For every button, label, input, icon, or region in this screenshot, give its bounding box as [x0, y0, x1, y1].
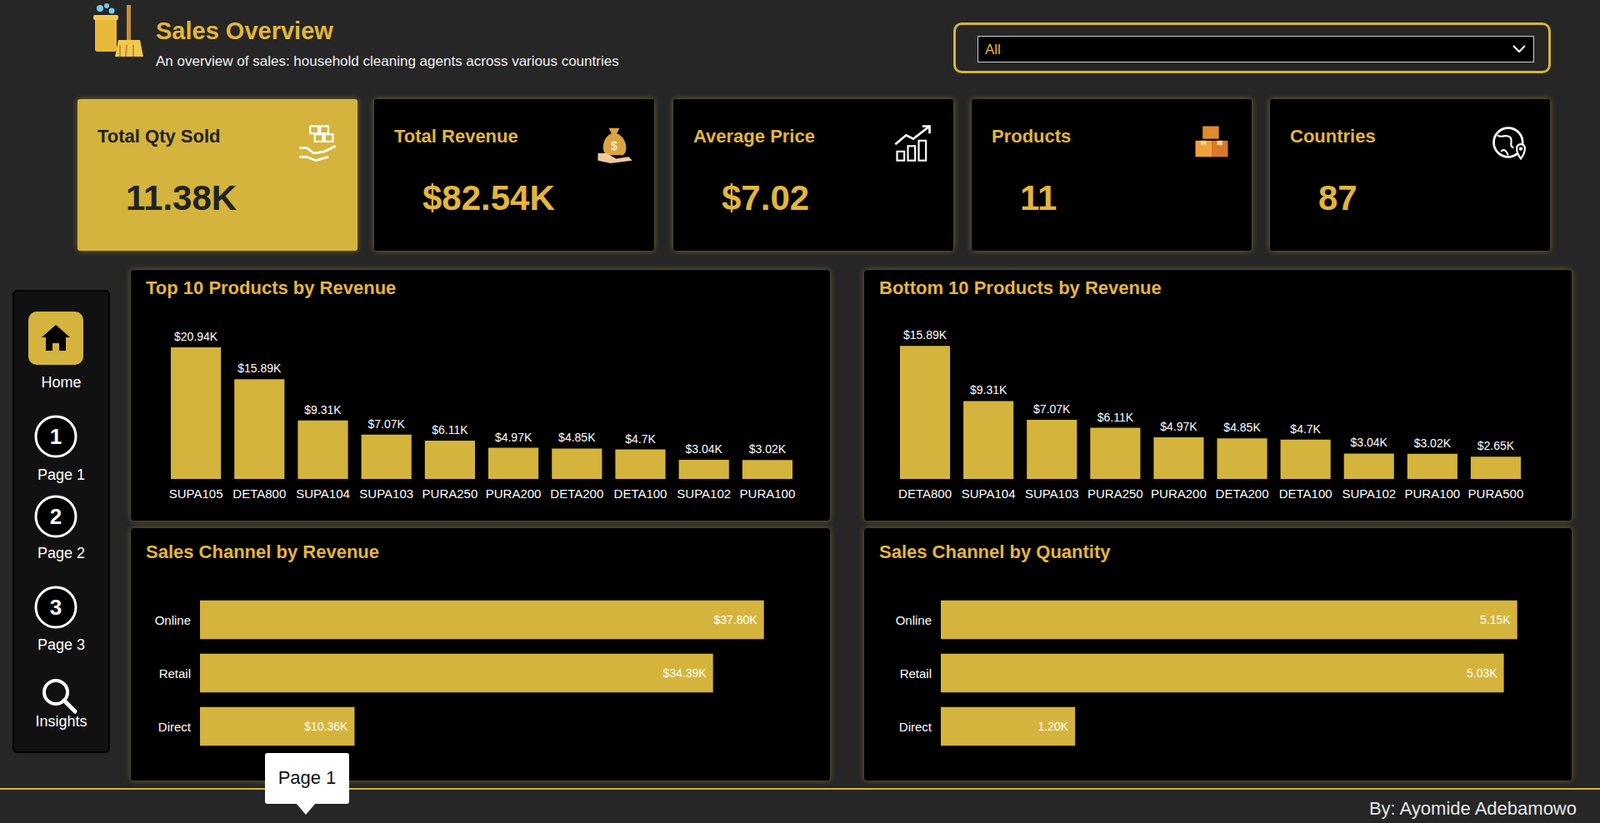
html-text:An overview of sales: househol: An overview of sales: household cleaning… [155, 53, 619, 70]
svg-text:$37.80K: $37.80K [714, 613, 759, 627]
svg-text:Retail: Retail [159, 666, 191, 681]
html-text:Sales Overview: Sales Overview [155, 17, 334, 45]
html-text:11.38K: 11.38K [125, 178, 237, 218]
html-text:Bottom 10 Products by Revenue: Bottom 10 Products by Revenue [879, 277, 1162, 299]
html-text:3: 3 [49, 595, 62, 620]
svg-text:Online: Online [155, 613, 191, 628]
html-text:Sales Channel by Revenue: Sales Channel by Revenue [145, 541, 380, 563]
html-text:Page 1: Page 1 [278, 767, 337, 789]
svg-text:PURA200: PURA200 [485, 486, 542, 501]
svg-text:SUPA104: SUPA104 [961, 486, 1016, 501]
svg-text:PURA500: PURA500 [1468, 486, 1525, 501]
svg-text:$3.04K: $3.04K [1350, 435, 1389, 450]
html-text:All: All [985, 41, 1001, 58]
svg-text:Direct: Direct [158, 720, 192, 735]
html-text:Page 3: Page 3 [37, 636, 85, 654]
html-text:Countries: Countries [1290, 125, 1376, 147]
svg-text:DETA200: DETA200 [1215, 486, 1270, 501]
svg-text:PURA250: PURA250 [422, 486, 479, 501]
html-text:$7.02: $7.02 [721, 178, 810, 218]
svg-text:SUPA105: SUPA105 [169, 486, 224, 501]
svg-text:$15.89K: $15.89K [237, 361, 282, 375]
html-text:Page 1: Page 1 [37, 466, 85, 484]
svg-text:$4.85K: $4.85K [558, 430, 596, 445]
html-text:Total Revenue: Total Revenue [394, 125, 519, 147]
html-text:11: 11 [1020, 178, 1057, 218]
svg-text:DETA100: DETA100 [1279, 486, 1333, 501]
svg-text:$9.31K: $9.31K [970, 383, 1008, 397]
svg-text:$6.11K: $6.11K [431, 423, 469, 437]
html-text:Insights: Insights [35, 713, 88, 730]
html-text:Home: Home [41, 374, 82, 391]
svg-text:$34.39K: $34.39K [662, 666, 707, 680]
svg-text:$4.97K: $4.97K [1160, 420, 1198, 434]
svg-text:$10.36K: $10.36K [304, 720, 349, 734]
svg-text:PURA200: PURA200 [1150, 486, 1207, 501]
svg-text:$9.31K: $9.31K [304, 403, 342, 417]
svg-text:DETA200: DETA200 [550, 486, 604, 501]
svg-text:SUPA102: SUPA102 [676, 486, 731, 501]
svg-text:SUPA103: SUPA103 [359, 486, 414, 501]
svg-text:$4.97K: $4.97K [495, 430, 533, 445]
svg-text:$4.7K: $4.7K [625, 432, 656, 446]
svg-text:$3.02K: $3.02K [749, 442, 787, 456]
svg-text:1.20K: 1.20K [1038, 720, 1070, 734]
svg-text:5.15K: 5.15K [1480, 613, 1511, 627]
svg-text:$3.04K: $3.04K [685, 442, 724, 456]
svg-text:Online: Online [895, 613, 932, 628]
html-text:$82.54K: $82.54K [422, 178, 555, 218]
html-text:Products: Products [991, 125, 1072, 147]
svg-text:$: $ [610, 139, 618, 153]
svg-text:PURA250: PURA250 [1087, 486, 1144, 501]
html-text:Sales Channel by Quantity: Sales Channel by Quantity [879, 541, 1111, 563]
svg-text:PURA100: PURA100 [1404, 486, 1460, 501]
svg-text:SUPA102: SUPA102 [1341, 486, 1396, 501]
svg-text:DETA800: DETA800 [232, 486, 286, 501]
svg-text:$7.07K: $7.07K [1033, 402, 1071, 416]
html-text:Average Price: Average Price [693, 125, 815, 147]
svg-text:$4.7K: $4.7K [1290, 422, 1321, 436]
svg-text:PURA100: PURA100 [740, 486, 796, 501]
svg-text:Retail: Retail [900, 666, 932, 681]
svg-text:$20.94K: $20.94K [174, 330, 219, 344]
svg-text:SUPA104: SUPA104 [295, 486, 350, 501]
svg-text:DETA800: DETA800 [898, 486, 952, 501]
html-text:Page 2: Page 2 [37, 545, 85, 562]
html-text:By: Ayomide Adebamowo: By: Ayomide Adebamowo [1369, 798, 1577, 820]
svg-text:$7.07K: $7.07K [368, 417, 406, 431]
svg-text:$4.85K: $4.85K [1223, 420, 1261, 435]
svg-text:$6.11K: $6.11K [1097, 410, 1135, 425]
svg-text:Direct: Direct [899, 720, 933, 735]
svg-text:SUPA103: SUPA103 [1025, 486, 1080, 501]
html-text:1: 1 [49, 424, 62, 450]
html-text:Top 10 Products by Revenue: Top 10 Products by Revenue [145, 277, 397, 299]
svg-text:$2.65K: $2.65K [1477, 439, 1515, 453]
svg-text:5.03K: 5.03K [1466, 666, 1498, 680]
svg-text:$15.89K: $15.89K [903, 328, 948, 342]
html-text:2: 2 [49, 504, 62, 530]
svg-text:$3.02K: $3.02K [1414, 436, 1452, 450]
html-text:Total Qty Sold: Total Qty Sold [97, 125, 221, 147]
svg-text:DETA100: DETA100 [614, 486, 668, 501]
html-text:87: 87 [1318, 178, 1358, 218]
